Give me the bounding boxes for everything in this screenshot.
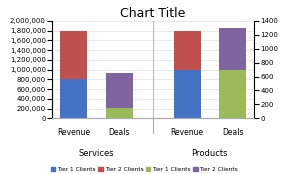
Title: Chart Title: Chart Title bbox=[121, 7, 186, 20]
Bar bbox=[219, 28, 246, 70]
Bar bbox=[219, 70, 246, 118]
Bar bbox=[174, 31, 201, 70]
Bar bbox=[174, 70, 201, 118]
Legend: Tier 1 Clients, Tier 2 Clients, Tier 1 Clients, Tier 2 Clients: Tier 1 Clients, Tier 2 Clients, Tier 1 C… bbox=[49, 165, 240, 174]
Bar bbox=[105, 108, 133, 118]
Text: Products: Products bbox=[192, 149, 228, 158]
Bar bbox=[60, 31, 87, 79]
Text: Services: Services bbox=[79, 149, 114, 158]
Bar bbox=[60, 79, 87, 118]
Bar bbox=[105, 73, 133, 108]
